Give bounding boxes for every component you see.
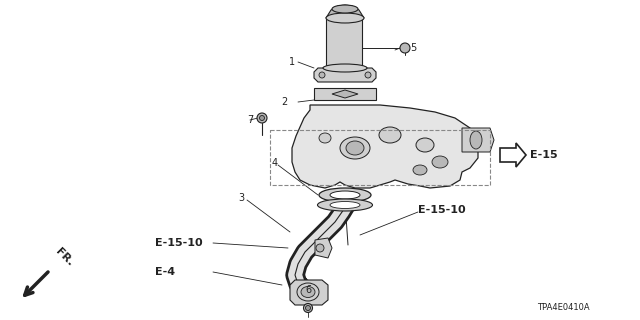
Ellipse shape xyxy=(316,244,324,252)
Ellipse shape xyxy=(413,165,427,175)
Text: E-15-10: E-15-10 xyxy=(418,205,466,215)
Ellipse shape xyxy=(365,72,371,78)
Ellipse shape xyxy=(432,156,448,168)
Ellipse shape xyxy=(317,199,372,211)
Text: 2: 2 xyxy=(281,97,287,107)
Ellipse shape xyxy=(323,64,367,72)
Ellipse shape xyxy=(319,133,331,143)
Text: E-4: E-4 xyxy=(155,267,175,277)
Ellipse shape xyxy=(416,138,434,152)
Text: 3: 3 xyxy=(238,193,244,203)
Bar xyxy=(326,18,362,70)
Text: E-15: E-15 xyxy=(530,150,557,160)
Ellipse shape xyxy=(305,306,310,310)
Ellipse shape xyxy=(400,43,410,53)
Polygon shape xyxy=(326,5,364,18)
Text: FR.: FR. xyxy=(54,246,76,268)
Polygon shape xyxy=(292,105,478,188)
Ellipse shape xyxy=(319,188,371,202)
Ellipse shape xyxy=(257,113,267,123)
Ellipse shape xyxy=(301,286,315,298)
Polygon shape xyxy=(332,90,358,98)
Polygon shape xyxy=(314,88,376,100)
Ellipse shape xyxy=(319,72,325,78)
Text: 1: 1 xyxy=(289,57,295,67)
Ellipse shape xyxy=(330,191,360,199)
Text: TPA4E0410A: TPA4E0410A xyxy=(538,303,590,313)
Polygon shape xyxy=(290,280,328,305)
Polygon shape xyxy=(314,68,376,82)
Ellipse shape xyxy=(340,137,370,159)
Text: 4: 4 xyxy=(272,158,278,168)
Text: 6: 6 xyxy=(305,285,311,295)
Polygon shape xyxy=(500,143,526,167)
Text: 7: 7 xyxy=(247,115,253,125)
Ellipse shape xyxy=(303,303,312,313)
Ellipse shape xyxy=(326,13,364,23)
Ellipse shape xyxy=(470,131,482,149)
Text: E-15-10: E-15-10 xyxy=(155,238,203,248)
Ellipse shape xyxy=(346,141,364,155)
Ellipse shape xyxy=(259,116,264,121)
Ellipse shape xyxy=(332,5,358,13)
Bar xyxy=(270,130,490,185)
Polygon shape xyxy=(462,128,494,152)
Ellipse shape xyxy=(379,127,401,143)
Ellipse shape xyxy=(297,283,319,301)
Text: 5: 5 xyxy=(410,43,416,53)
Polygon shape xyxy=(315,238,332,258)
Ellipse shape xyxy=(330,202,360,209)
